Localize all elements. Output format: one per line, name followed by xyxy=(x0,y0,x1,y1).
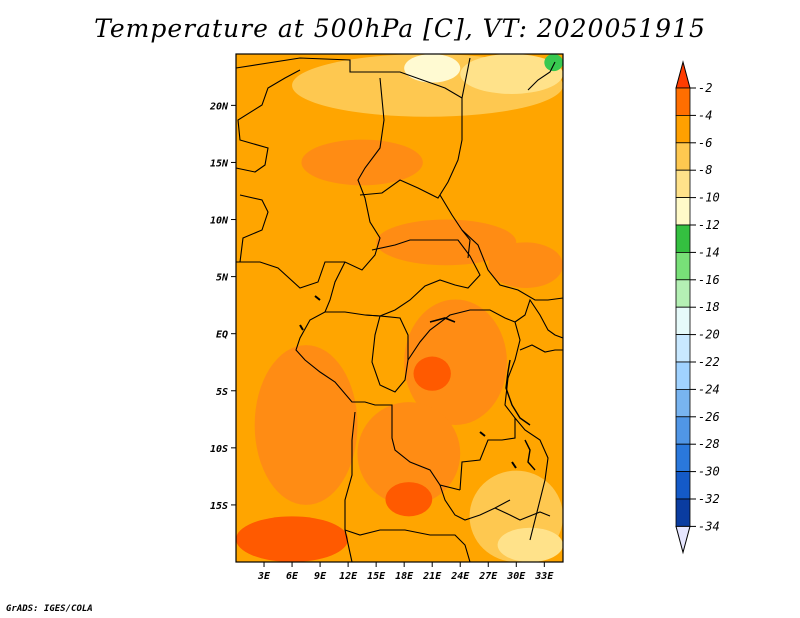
longitude-axis: 3E 6E 9E 12E 15E 18E 21E 24E 27E 30E 33E xyxy=(257,562,554,582)
colorbar-level-label: -28 xyxy=(698,437,720,451)
lon-tick-label: 30E xyxy=(506,571,526,582)
temperature-region-southwest-hot xyxy=(236,516,349,562)
colorbar-swatch xyxy=(675,334,691,363)
colorbar-level-label: -26 xyxy=(698,410,720,424)
temperature-region-top-white xyxy=(404,54,461,83)
colorbar-level-label: -2 xyxy=(698,81,712,95)
lat-tick-label: 5S xyxy=(216,387,228,398)
lon-tick-label: 18E xyxy=(395,571,414,582)
lon-tick-label: 9E xyxy=(314,571,327,582)
lat-tick-label: 5N xyxy=(216,273,229,284)
colorbar-swatch xyxy=(675,416,691,445)
temperature-region-angola-warm xyxy=(357,402,461,505)
colorbar-level-label: -16 xyxy=(698,273,720,287)
colorbar-swatch xyxy=(675,306,691,336)
lon-tick-label: 27E xyxy=(478,571,498,582)
colorbar-level-label: -14 xyxy=(698,245,720,259)
colorbar-swatch xyxy=(675,471,691,500)
colorbar-level-label: -12 xyxy=(698,218,720,232)
lat-tick-label: 15S xyxy=(210,501,228,512)
colorbar-swatch xyxy=(675,142,691,171)
colorbar-swatch xyxy=(675,224,691,253)
temperature-region-northeast-yellow xyxy=(460,54,563,94)
temperature-region-ne-green-spot xyxy=(544,54,563,72)
colorbar-swatch xyxy=(675,279,691,308)
colorbar-swatch xyxy=(675,87,691,116)
colorbar-level-label: -8 xyxy=(698,163,712,177)
credit-text: GrADS: IGES/COLA xyxy=(6,604,93,614)
lat-tick-label: 15N xyxy=(210,158,229,169)
lon-tick-label: 24E xyxy=(450,571,470,582)
colorbar-swatch xyxy=(675,388,691,418)
lat-tick-label: EQ xyxy=(216,330,228,341)
temperature-region-sahel-warm xyxy=(301,139,423,186)
map-frame xyxy=(235,53,564,563)
lon-tick-label: 33E xyxy=(534,571,554,582)
colorbar-swatch xyxy=(675,169,691,198)
colorbar-swatch xyxy=(675,443,691,473)
map-layer xyxy=(236,54,563,562)
colorbar-level-label: -32 xyxy=(698,492,720,506)
temperature-region-southeast-yellow xyxy=(497,527,563,562)
map-title: Temperature at 500hPa [C], VT: 202005191… xyxy=(94,14,706,43)
temperature-region-congo-hot xyxy=(413,356,451,391)
colorbar-level-label: -6 xyxy=(698,136,712,150)
latitude-axis: 20N 15N 10N 5N EQ 5S 10S 15S xyxy=(209,101,236,512)
colorbar-swatch xyxy=(675,498,691,527)
lon-tick-label: 3E xyxy=(257,571,271,582)
colorbar-top-arrow xyxy=(675,60,691,89)
lat-tick-label: 10N xyxy=(210,216,229,227)
colorbar-level-label: -30 xyxy=(698,465,720,479)
colorbar-level-label: -20 xyxy=(698,328,720,342)
temperature-region-atlantic-warm xyxy=(254,345,358,505)
colorbar-level-label: -34 xyxy=(698,519,720,533)
colorbar-level-label: -18 xyxy=(698,300,720,314)
lon-tick-label: 15E xyxy=(367,571,386,582)
colorbar-swatch xyxy=(675,115,691,144)
lon-tick-label: 6E xyxy=(286,571,299,582)
colorbar-level-label: -4 xyxy=(698,108,712,122)
colorbar-level-label: -24 xyxy=(698,382,720,396)
lat-tick-label: 10S xyxy=(210,444,228,455)
temperature-region-east-warm xyxy=(488,242,563,289)
country-borders xyxy=(235,57,564,563)
colorbar-level-label: -22 xyxy=(698,355,720,369)
lon-tick-label: 12E xyxy=(339,571,358,582)
lat-tick-label: 20N xyxy=(209,101,229,112)
colorbar: -2 -4 -6 -8 -10 -12 -14 -16 -18 -20 -22 -24 -26 -28 -3… xyxy=(675,60,720,555)
temperature-region-angola-hot xyxy=(385,482,433,517)
colorbar-swatch xyxy=(675,361,691,390)
colorbar-swatch xyxy=(675,251,691,281)
colorbar-bottom-arrow xyxy=(675,525,691,555)
lon-tick-label: 21E xyxy=(422,571,442,582)
colorbar-swatch xyxy=(675,197,691,226)
colorbar-level-label: -10 xyxy=(698,191,720,205)
